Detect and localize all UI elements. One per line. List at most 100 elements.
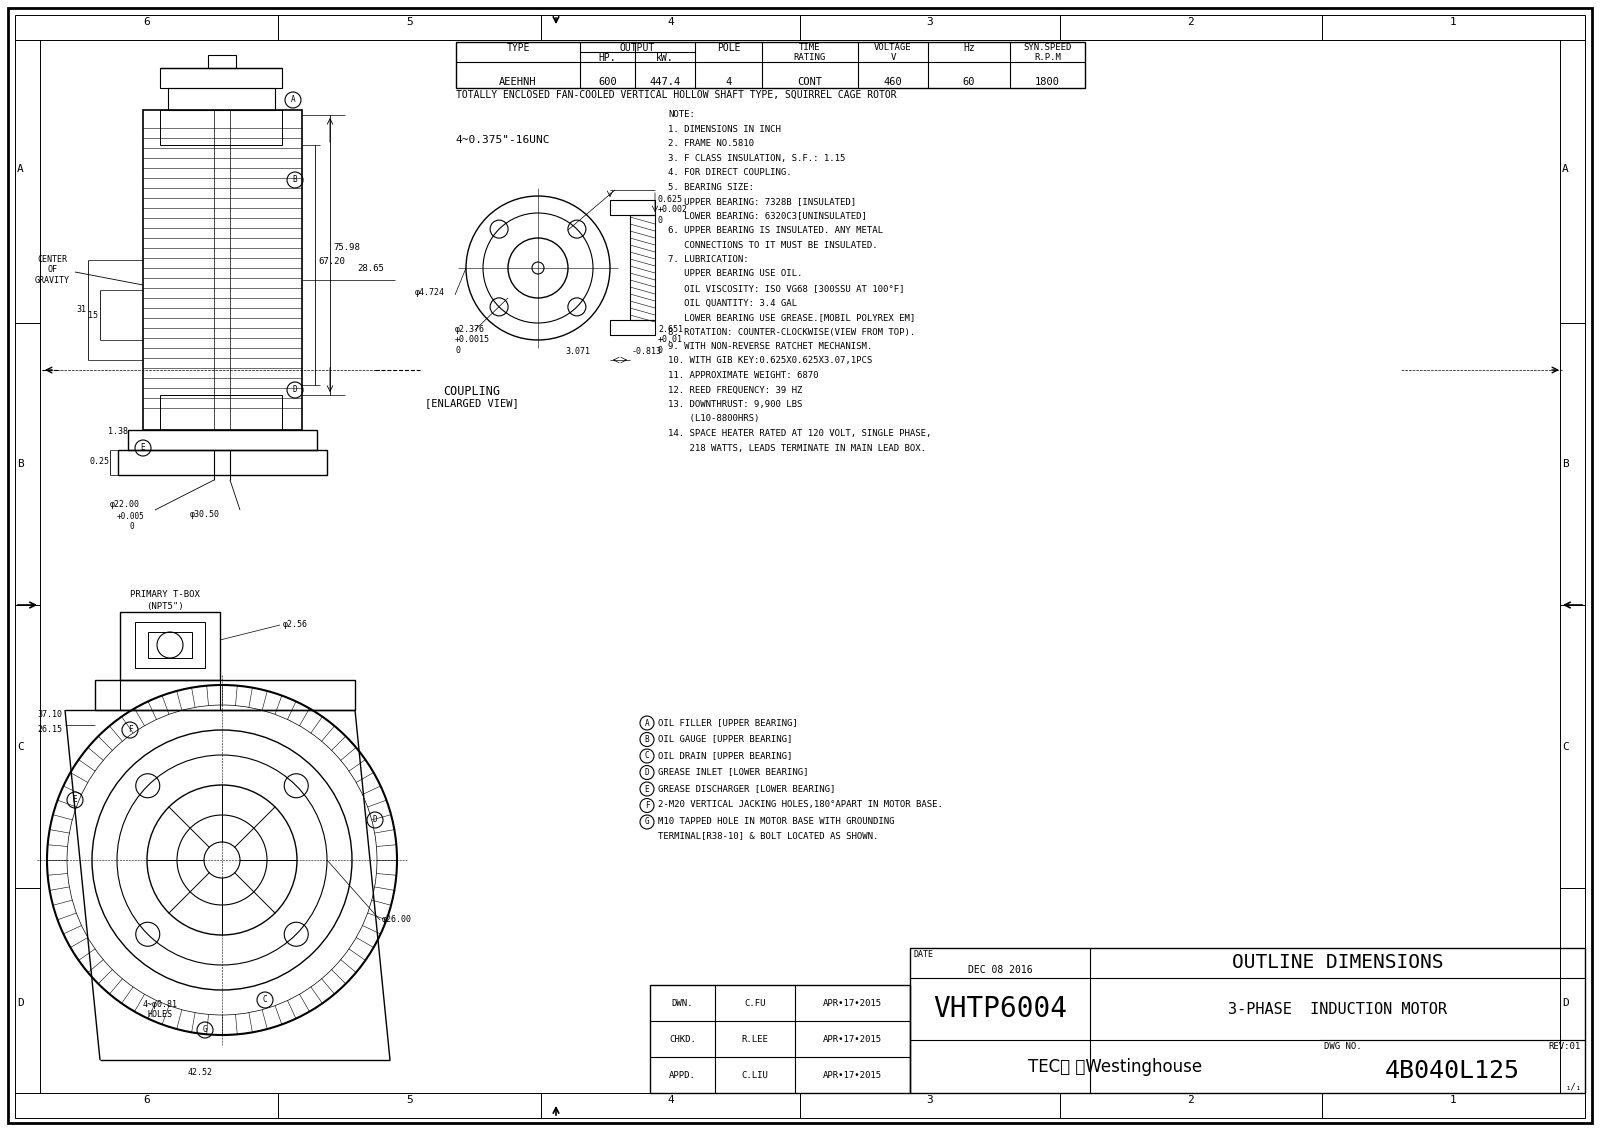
Bar: [610, 320, 654, 335]
Bar: [128, 430, 317, 450]
Text: TIME
RATING: TIME RATING: [794, 43, 826, 62]
Text: 4: 4: [667, 17, 674, 27]
Bar: [94, 680, 355, 710]
Text: 0.625
+0.002
0: 0.625 +0.002 0: [658, 195, 688, 225]
Text: φ30.50: φ30.50: [190, 510, 221, 519]
Text: C.FU: C.FU: [744, 999, 766, 1008]
Bar: [456, 42, 1085, 88]
Text: OIL GAUGE [UPPER BEARING]: OIL GAUGE [UPPER BEARING]: [658, 734, 792, 743]
Text: 3: 3: [926, 17, 933, 27]
Text: M10 TAPPED HOLE IN MOTOR BASE WITH GROUNDING: M10 TAPPED HOLE IN MOTOR BASE WITH GROUN…: [658, 817, 894, 826]
Text: DEC 08 2016: DEC 08 2016: [968, 965, 1032, 975]
Text: [ENLARGED VIEW]: [ENLARGED VIEW]: [426, 398, 518, 408]
Text: VOLTAGE
V: VOLTAGE V: [874, 43, 912, 62]
Bar: [160, 395, 282, 430]
Text: 60: 60: [963, 77, 976, 87]
Text: 4. FOR DIRECT COUPLING.: 4. FOR DIRECT COUPLING.: [669, 169, 792, 176]
Text: D: D: [1562, 998, 1568, 1008]
Text: A: A: [645, 718, 650, 727]
Text: 67.20: 67.20: [318, 258, 346, 267]
Text: Hz: Hz: [963, 43, 974, 53]
Text: +0.005: +0.005: [117, 512, 144, 521]
Text: 2: 2: [1187, 17, 1194, 27]
Text: TYPE: TYPE: [506, 43, 530, 53]
Text: φ22.00: φ22.00: [110, 500, 141, 509]
Text: 460: 460: [883, 77, 902, 87]
Text: GREASE INLET [LOWER BEARING]: GREASE INLET [LOWER BEARING]: [658, 768, 808, 777]
Text: 2: 2: [1187, 1095, 1194, 1105]
Text: 2. FRAME NO.5810: 2. FRAME NO.5810: [669, 139, 754, 148]
Text: 8. ROTATION: COUNTER-CLOCKWISE(VIEW FROM TOP).: 8. ROTATION: COUNTER-CLOCKWISE(VIEW FROM…: [669, 328, 915, 337]
Text: 6: 6: [142, 1095, 150, 1105]
Text: LOWER BEARING USE GREASE.[MOBIL POLYREX EM]: LOWER BEARING USE GREASE.[MOBIL POLYREX …: [669, 313, 915, 322]
Bar: [208, 55, 237, 68]
Text: 2.651
+0.01
0: 2.651 +0.01 0: [658, 325, 683, 355]
Text: 5. BEARING SIZE:: 5. BEARING SIZE:: [669, 182, 754, 191]
Text: 31: 31: [77, 305, 86, 314]
Text: -0.813: -0.813: [632, 347, 662, 356]
Text: APPD.: APPD.: [669, 1071, 696, 1079]
Text: 11. APPROXIMATE WEIGHT: 6870: 11. APPROXIMATE WEIGHT: 6870: [669, 371, 819, 380]
Text: B: B: [645, 735, 650, 744]
Text: C: C: [18, 742, 24, 751]
Text: kW.: kW.: [656, 53, 674, 63]
Text: 10. WITH GIB KEY:0.625X0.625X3.07,1PCS: 10. WITH GIB KEY:0.625X0.625X3.07,1PCS: [669, 356, 872, 365]
Text: OIL DRAIN [UPPER BEARING]: OIL DRAIN [UPPER BEARING]: [658, 751, 792, 760]
Bar: [168, 88, 275, 110]
Text: G: G: [645, 818, 650, 827]
Text: 3-PHASE  INDUCTION MOTOR: 3-PHASE INDUCTION MOTOR: [1229, 1001, 1446, 1017]
Text: COUPLING: COUPLING: [443, 385, 501, 398]
Bar: [118, 450, 326, 475]
Text: C: C: [262, 995, 267, 1004]
Text: B: B: [293, 175, 298, 184]
Text: C: C: [645, 751, 650, 760]
Text: 3: 3: [926, 1095, 933, 1105]
Text: 0: 0: [130, 523, 134, 530]
Text: A: A: [1562, 164, 1568, 174]
Text: VHTP6004: VHTP6004: [933, 995, 1067, 1024]
Text: 3.071: 3.071: [565, 347, 590, 356]
Text: F: F: [645, 801, 650, 810]
Text: B: B: [18, 459, 24, 469]
Bar: [142, 110, 302, 430]
Text: 4~φ0.81
HOLES: 4~φ0.81 HOLES: [142, 1000, 178, 1019]
Text: CHKD.: CHKD.: [669, 1035, 696, 1044]
Text: R.LEE: R.LEE: [741, 1035, 768, 1044]
Text: 6: 6: [142, 17, 150, 27]
Bar: [147, 632, 192, 658]
Text: 4: 4: [725, 77, 731, 87]
Text: OIL FILLER [UPPER BEARING]: OIL FILLER [UPPER BEARING]: [658, 718, 798, 727]
Text: AEEHNH: AEEHNH: [499, 77, 536, 87]
Text: 4B040L125: 4B040L125: [1386, 1060, 1520, 1083]
Text: APR•17•2015: APR•17•2015: [822, 1071, 882, 1079]
Text: 3. F CLASS INSULATION, S.F.: 1.15: 3. F CLASS INSULATION, S.F.: 1.15: [669, 154, 845, 163]
Bar: [160, 68, 282, 88]
Text: 15: 15: [88, 311, 98, 319]
Text: 13. DOWNTHRUST: 9,900 LBS: 13. DOWNTHRUST: 9,900 LBS: [669, 400, 802, 409]
Text: SYN.SPEED
R.P.M: SYN.SPEED R.P.M: [1024, 43, 1072, 62]
Text: E: E: [141, 443, 146, 452]
Text: D: D: [18, 998, 24, 1008]
Bar: [134, 622, 205, 668]
Bar: [650, 985, 910, 1093]
Text: 7. LUBRICATION:: 7. LUBRICATION:: [669, 254, 749, 264]
Text: PRIMARY T-BOX: PRIMARY T-BOX: [130, 590, 200, 599]
Text: LOWER BEARING: 6320C3[UNINSULATED]: LOWER BEARING: 6320C3[UNINSULATED]: [669, 211, 867, 221]
Text: APR•17•2015: APR•17•2015: [822, 1035, 882, 1044]
Text: 447.4: 447.4: [650, 77, 680, 87]
Text: GREASE DISCHARGER [LOWER BEARING]: GREASE DISCHARGER [LOWER BEARING]: [658, 784, 835, 793]
Text: D: D: [373, 815, 378, 824]
Text: C.LIU: C.LIU: [741, 1071, 768, 1079]
Text: UPPER BEARING: 7328B [INSULATED]: UPPER BEARING: 7328B [INSULATED]: [669, 197, 856, 206]
Text: 12. REED FREQUENCY: 39 HZ: 12. REED FREQUENCY: 39 HZ: [669, 386, 802, 395]
Text: OIL QUANTITY: 3.4 GAL: OIL QUANTITY: 3.4 GAL: [669, 299, 797, 308]
Text: OIL VISCOSITY: ISO VG68 [300SSU AT 100°F]: OIL VISCOSITY: ISO VG68 [300SSU AT 100°F…: [669, 284, 904, 293]
Text: CENTER
OF
GRAVITY: CENTER OF GRAVITY: [35, 254, 69, 285]
Text: 42.52: 42.52: [187, 1068, 213, 1077]
Text: B: B: [1562, 459, 1568, 469]
Text: HP.: HP.: [598, 53, 616, 63]
Text: REV:01: REV:01: [1549, 1042, 1581, 1051]
Text: (L10-8800HRS): (L10-8800HRS): [669, 414, 760, 423]
Bar: [910, 948, 1586, 1093]
Text: φ2.56: φ2.56: [283, 620, 307, 629]
